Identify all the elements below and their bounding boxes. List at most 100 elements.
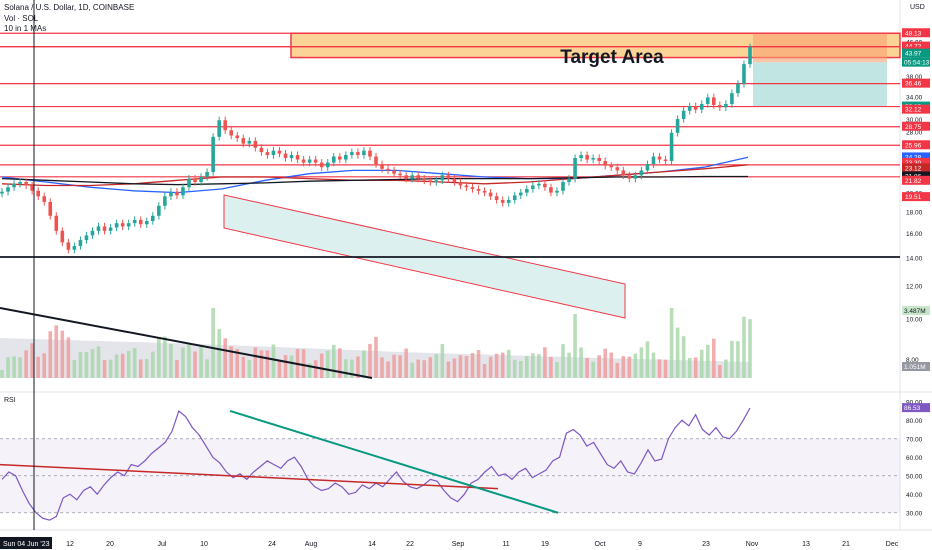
candle-body <box>12 183 16 188</box>
volume-bar <box>398 355 402 378</box>
price-tag <box>902 104 930 114</box>
candle-body <box>705 97 710 104</box>
volume-bar <box>434 354 439 378</box>
volume-bar <box>78 352 83 378</box>
candle-body <box>724 103 728 108</box>
candle-body <box>681 110 686 120</box>
volume-bar <box>344 359 348 378</box>
time-tick-label: Oct <box>595 541 606 548</box>
candle-body <box>42 196 47 202</box>
candle-body <box>48 201 53 216</box>
time-tick-label: 24 <box>268 541 276 548</box>
price-tick-label: 8.00 <box>906 357 919 364</box>
volume-bar <box>138 359 143 378</box>
candle-body <box>187 178 191 188</box>
volume-bar <box>428 357 433 378</box>
candle-body <box>350 152 354 156</box>
volume-bar <box>712 338 716 378</box>
volume-bar <box>446 361 451 378</box>
volume-bar <box>573 314 577 378</box>
volume-bar <box>271 344 276 378</box>
candle-body <box>229 130 234 136</box>
candle-body <box>259 147 264 153</box>
candle-body <box>494 196 499 201</box>
volume-bar <box>561 344 565 378</box>
volume-bar <box>392 354 396 378</box>
volume-bar <box>374 336 378 378</box>
candle-body <box>742 64 746 84</box>
crosshair-time-label: Sun 04 Jun '23 <box>3 541 50 548</box>
candle-body <box>392 170 396 174</box>
candle-body <box>687 106 692 111</box>
volume-bar <box>217 329 221 378</box>
candle-body <box>283 153 288 159</box>
crosshair-time-tag <box>0 537 52 549</box>
candle-body <box>313 159 318 163</box>
volume-bar <box>144 358 149 378</box>
candle-body <box>78 240 83 247</box>
volume-bar <box>452 358 457 378</box>
volume-bar <box>84 351 89 378</box>
volume-last-label: 1.051M <box>904 364 926 371</box>
candle-body <box>663 159 668 162</box>
candle-body <box>138 219 143 225</box>
volume-bar <box>96 346 101 378</box>
time-tick-label: 10 <box>200 541 208 548</box>
candle-body <box>736 83 740 94</box>
volume-bar <box>301 349 306 378</box>
volume-bar <box>525 356 529 378</box>
price-tag-label: 19.51 <box>905 194 922 201</box>
volume-bar <box>289 355 294 378</box>
candle-body <box>36 190 40 197</box>
price-tag <box>902 140 930 150</box>
candle-body <box>295 155 300 160</box>
price-tag <box>902 48 930 58</box>
time-tick-label: Jul <box>158 541 167 548</box>
volume-bar <box>235 349 240 378</box>
volume-bar <box>464 356 469 378</box>
volume-bar <box>265 350 270 378</box>
candle-body <box>573 158 577 179</box>
candle-body <box>84 235 89 241</box>
candle-body <box>416 175 421 179</box>
long-position-zone <box>753 62 887 107</box>
rsi-green-trendline <box>229 410 559 514</box>
candle-body <box>386 168 390 171</box>
price-tag-label: 32.12 <box>905 107 922 114</box>
candle-body <box>163 196 167 206</box>
volume-bar <box>470 353 475 378</box>
candle-body <box>621 170 626 176</box>
volume-bar <box>675 327 680 378</box>
currency-label[interactable]: USD <box>910 4 925 11</box>
volume-bar <box>585 358 589 378</box>
rsi-tick-label: 80.00 <box>906 418 923 425</box>
volume-bar <box>482 364 487 378</box>
candle-body <box>72 246 77 250</box>
candle-body <box>241 138 246 144</box>
candle-body <box>748 47 752 65</box>
volume-bar <box>748 319 752 378</box>
volume-bar <box>555 362 559 378</box>
candle-body <box>151 215 155 222</box>
time-tick-label: 11 <box>502 541 509 548</box>
volume-bar <box>386 361 390 378</box>
candle-body <box>567 178 571 183</box>
volume-bar <box>313 360 318 378</box>
volume-bar <box>319 353 324 378</box>
candle-body <box>319 162 324 168</box>
candle-body <box>585 155 589 160</box>
candle-body <box>651 156 656 165</box>
candle-body <box>6 187 10 192</box>
candle-body <box>24 182 28 186</box>
volume-bar <box>205 359 209 378</box>
volume-bar <box>24 350 28 378</box>
time-tick-label: 19 <box>541 541 549 548</box>
candle-body <box>446 175 451 179</box>
price-tag <box>902 28 930 38</box>
rsi-red-trendline <box>0 463 499 490</box>
candle-body <box>669 132 674 162</box>
price-tag-label: 21.82 <box>905 178 922 185</box>
axes: 8.0010.0012.0014.0016.0018.0020.0022.002… <box>66 28 930 548</box>
candle-body <box>609 165 614 168</box>
